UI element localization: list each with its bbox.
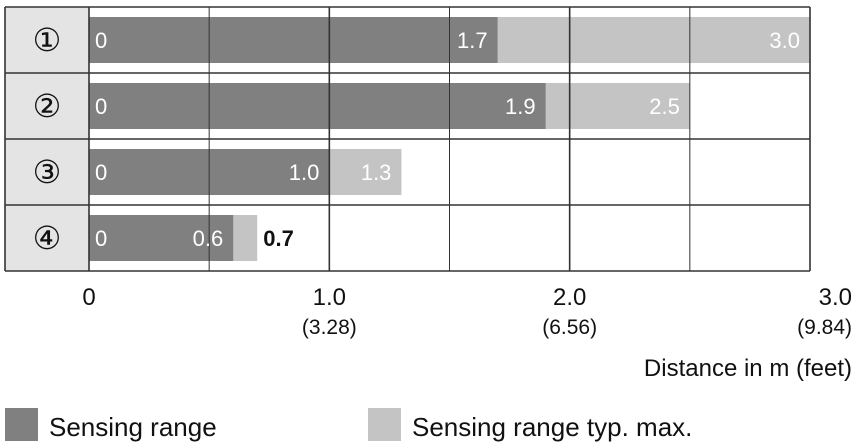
legend-swatch bbox=[368, 408, 401, 441]
x-axis: 0 1.0 (3.28) 2.0 (6.56) 3.0 (9.84) bbox=[82, 284, 852, 339]
x-axis-title: Distance in m (feet) bbox=[644, 355, 852, 382]
bar-max-value-label: 0.7 bbox=[263, 226, 294, 251]
x-tick-sublabel: (9.84) bbox=[797, 316, 852, 339]
x-tick-sublabel: (6.56) bbox=[542, 316, 597, 339]
bar-range-value-label: 1.0 bbox=[289, 160, 320, 185]
row-label-cell bbox=[5, 139, 89, 205]
row-label: ④ bbox=[33, 219, 62, 257]
bar-max-value-label: 3.0 bbox=[769, 28, 800, 53]
bar-start-label: 0 bbox=[95, 28, 107, 53]
bar-max-value-label: 1.3 bbox=[361, 160, 392, 185]
bar-start-label: 0 bbox=[95, 160, 107, 185]
x-tick-label: 3.0 bbox=[819, 284, 852, 311]
x-tick-label: 1.0 bbox=[313, 284, 346, 311]
row-label-cell bbox=[5, 7, 89, 73]
x-tick-sublabel: (3.28) bbox=[302, 316, 357, 339]
row-label: ③ bbox=[33, 153, 62, 191]
bar-range-value-label: 1.9 bbox=[505, 94, 536, 119]
bar-range-value-label: 0.6 bbox=[193, 226, 224, 251]
grid bbox=[4, 6, 811, 272]
row-label-cell bbox=[5, 205, 89, 271]
bar-sensing-range bbox=[89, 83, 546, 129]
row-labels: ① ② ③ ④ bbox=[5, 7, 89, 271]
x-tick-label: 2.0 bbox=[553, 284, 586, 311]
bar-sensing-range bbox=[89, 17, 498, 63]
legend-swatch bbox=[5, 408, 38, 441]
legend-label: Sensing range typ. max. bbox=[412, 412, 692, 442]
bar-max-value-label: 2.5 bbox=[649, 94, 680, 119]
bar-range-value-label: 1.7 bbox=[457, 28, 488, 53]
bar-start-label: 0 bbox=[95, 94, 107, 119]
bar-start-label: 0 bbox=[95, 226, 107, 251]
row-label: ① bbox=[33, 21, 62, 59]
x-tick-label: 0 bbox=[82, 284, 95, 311]
row-label: ② bbox=[33, 87, 62, 125]
legend: Sensing range Sensing range typ. max. bbox=[5, 408, 692, 442]
row-label-cell bbox=[5, 73, 89, 139]
legend-label: Sensing range bbox=[49, 412, 217, 442]
bar-labels: 0 1.7 3.0 0 1.9 2.5 0 1.0 1.3 0 0.6 0.7 bbox=[95, 28, 800, 251]
